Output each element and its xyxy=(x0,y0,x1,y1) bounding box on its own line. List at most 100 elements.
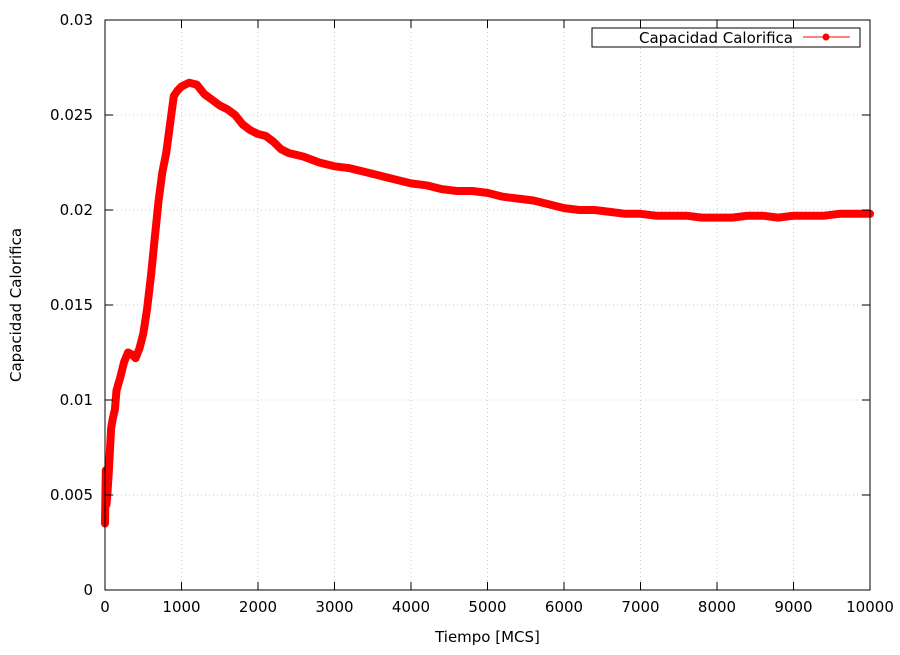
data-point xyxy=(285,149,293,157)
data-point xyxy=(514,195,522,203)
data-point xyxy=(682,212,690,220)
data-point xyxy=(300,153,308,161)
data-point xyxy=(116,373,124,381)
data-point xyxy=(231,111,239,119)
data-point xyxy=(200,90,208,98)
data-point xyxy=(120,358,128,366)
data-point xyxy=(392,176,400,184)
x-axis-title: Tiempo [MCS] xyxy=(434,628,540,646)
data-point xyxy=(575,206,583,214)
grid-layer xyxy=(105,20,870,590)
data-point xyxy=(438,185,446,193)
data-point xyxy=(713,214,721,222)
x-tick-label: 8000 xyxy=(698,598,736,616)
data-point xyxy=(468,187,476,195)
data-point xyxy=(109,415,117,423)
data-point xyxy=(162,149,170,157)
x-tick-label: 5000 xyxy=(468,598,506,616)
data-point xyxy=(277,145,285,153)
data-point xyxy=(637,210,644,218)
data-point xyxy=(105,468,113,476)
data-point xyxy=(591,206,599,214)
data-point xyxy=(262,132,270,140)
data-point xyxy=(246,126,254,134)
legend-box xyxy=(591,27,861,48)
y-tick-label: 0.01 xyxy=(60,391,93,409)
data-point xyxy=(113,387,120,394)
data-point xyxy=(254,130,262,138)
data-point xyxy=(216,102,224,109)
data-point xyxy=(820,212,828,220)
legend-series-label: Capacidad Calorifica xyxy=(639,29,793,47)
data-point xyxy=(107,425,115,432)
series-layer xyxy=(101,78,874,528)
data-point xyxy=(155,197,163,204)
data-point xyxy=(759,212,767,220)
x-tick-label: 7000 xyxy=(621,598,659,616)
data-point xyxy=(774,214,782,222)
data-point xyxy=(346,164,354,172)
x-tick-label: 9000 xyxy=(774,598,812,616)
data-point xyxy=(667,212,675,220)
x-tick-label: 3000 xyxy=(315,598,353,616)
data-point xyxy=(170,92,178,100)
data-point xyxy=(147,273,155,280)
y-axis-title: Capacidad Calorifica xyxy=(7,228,25,382)
tick-label-layer: 0 1000 2000 3000 4000 5000 6000 7000 8000 9000 100… xyxy=(50,11,894,616)
data-point xyxy=(135,345,143,353)
data-point xyxy=(269,138,277,146)
data-point xyxy=(805,212,813,220)
data-point xyxy=(499,193,507,201)
data-point xyxy=(132,354,140,362)
data-point xyxy=(292,151,300,159)
data-point xyxy=(621,210,629,218)
data-point xyxy=(376,172,384,180)
data-point xyxy=(744,212,752,220)
data-point xyxy=(111,406,119,413)
tick-layer xyxy=(104,19,871,591)
data-point xyxy=(545,200,553,208)
x-tick-label: 1000 xyxy=(162,598,200,616)
y-tick-label: 0.005 xyxy=(50,486,93,504)
data-point xyxy=(407,179,415,187)
data-point xyxy=(728,214,736,222)
data-point xyxy=(315,159,323,166)
data-point xyxy=(361,168,369,176)
x-tick-label: 4000 xyxy=(392,598,430,616)
data-point xyxy=(529,197,537,204)
data-point xyxy=(453,187,461,195)
data-point xyxy=(158,168,166,176)
data-point xyxy=(560,204,568,212)
data-point xyxy=(698,214,706,222)
y-tick-label: 0.015 xyxy=(50,296,93,314)
legend: Capacidad Calorifica xyxy=(591,27,861,48)
y-tick-label: 0.025 xyxy=(50,106,93,124)
data-point xyxy=(193,81,201,89)
data-point xyxy=(185,79,193,87)
x-tick-label: 10000 xyxy=(846,598,894,616)
data-point xyxy=(484,189,491,197)
data-point xyxy=(139,330,147,337)
y-tick-label: 0 xyxy=(83,581,93,599)
data-point xyxy=(239,121,247,128)
data-point xyxy=(606,208,614,216)
data-point xyxy=(103,501,110,508)
data-point xyxy=(143,305,151,313)
data-point xyxy=(422,181,430,189)
y-tick-label: 0.03 xyxy=(60,11,93,29)
data-point xyxy=(835,210,843,218)
data-point xyxy=(208,96,216,104)
data-point xyxy=(223,105,231,113)
x-tick-label: 0 xyxy=(100,598,110,616)
x-tick-label: 2000 xyxy=(239,598,277,616)
y-tick-label: 0.02 xyxy=(60,201,93,219)
x-tick-label: 6000 xyxy=(545,598,583,616)
data-point xyxy=(652,212,660,220)
data-point xyxy=(166,121,174,128)
data-point xyxy=(331,162,338,170)
data-point xyxy=(851,210,859,218)
data-point xyxy=(790,212,797,220)
data-point xyxy=(151,235,159,242)
